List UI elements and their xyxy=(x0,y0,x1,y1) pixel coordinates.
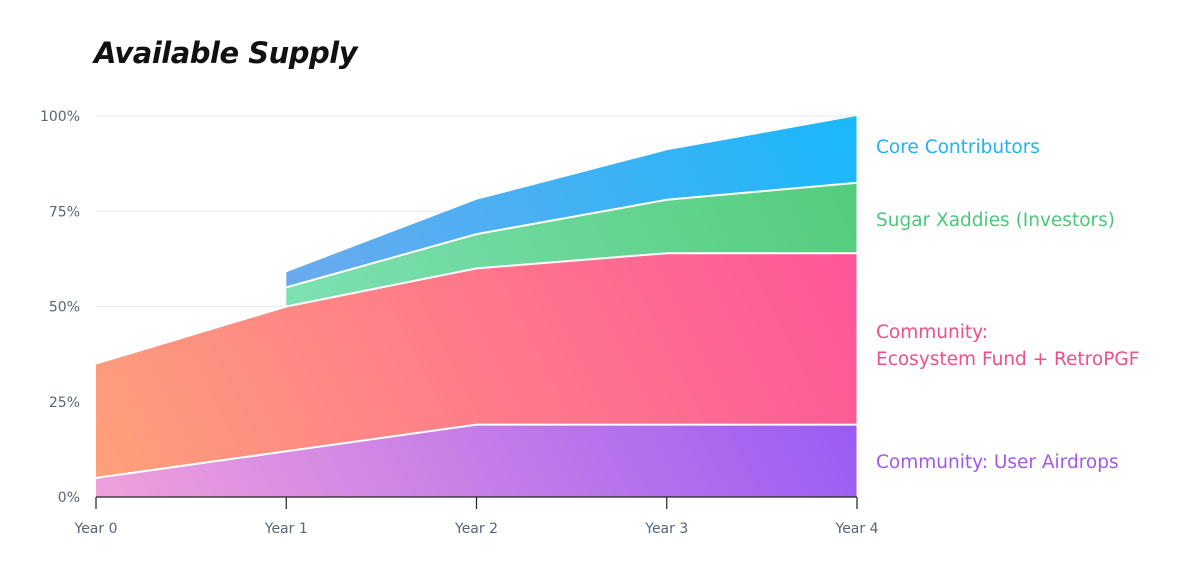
y-tick-label: 50% xyxy=(49,300,80,316)
boundary-ecosystem xyxy=(95,252,857,365)
y-tick-label: 100% xyxy=(40,109,80,125)
x-tick-label: Year 0 xyxy=(74,521,118,537)
boundary-investors xyxy=(286,181,858,289)
boundary-airdrops xyxy=(95,423,857,479)
x-tick-label: Year 4 xyxy=(835,521,879,537)
area-investors xyxy=(286,182,857,307)
area-layer xyxy=(95,116,858,497)
chart-title: Available Supply xyxy=(94,36,358,70)
area-airdrops xyxy=(96,424,857,497)
series-label-line: Community: User Airdrops xyxy=(876,452,1119,473)
series-label-line: Core Contributors xyxy=(876,137,1040,158)
area-core xyxy=(286,116,857,288)
x-tick-label: Year 1 xyxy=(264,521,308,537)
y-tick-label: 75% xyxy=(49,204,80,220)
y-tick-label: 25% xyxy=(49,395,80,411)
series-label-airdrops: Community: User Airdrops xyxy=(876,449,1119,476)
x-tick-label: Year 3 xyxy=(644,521,688,537)
y-tick-label: 0% xyxy=(58,490,80,506)
x-tick-label: Year 2 xyxy=(454,521,498,537)
series-label-line: Ecosystem Fund + RetroPGF xyxy=(876,349,1140,370)
series-label-line: Sugar Xaddies (Investors) xyxy=(876,210,1115,231)
area-ecosystem xyxy=(96,253,857,478)
series-label-investors: Sugar Xaddies (Investors) xyxy=(876,207,1115,234)
series-label-line: Community: xyxy=(876,322,988,343)
series-label-core: Core Contributors xyxy=(876,134,1040,161)
series-label-ecosystem: Community: Ecosystem Fund + RetroPGF xyxy=(876,319,1139,373)
axes: 0% 25% 50% 75% 100% Year 0 Year 1 Year 2 Year 3 Y… xyxy=(40,109,879,537)
